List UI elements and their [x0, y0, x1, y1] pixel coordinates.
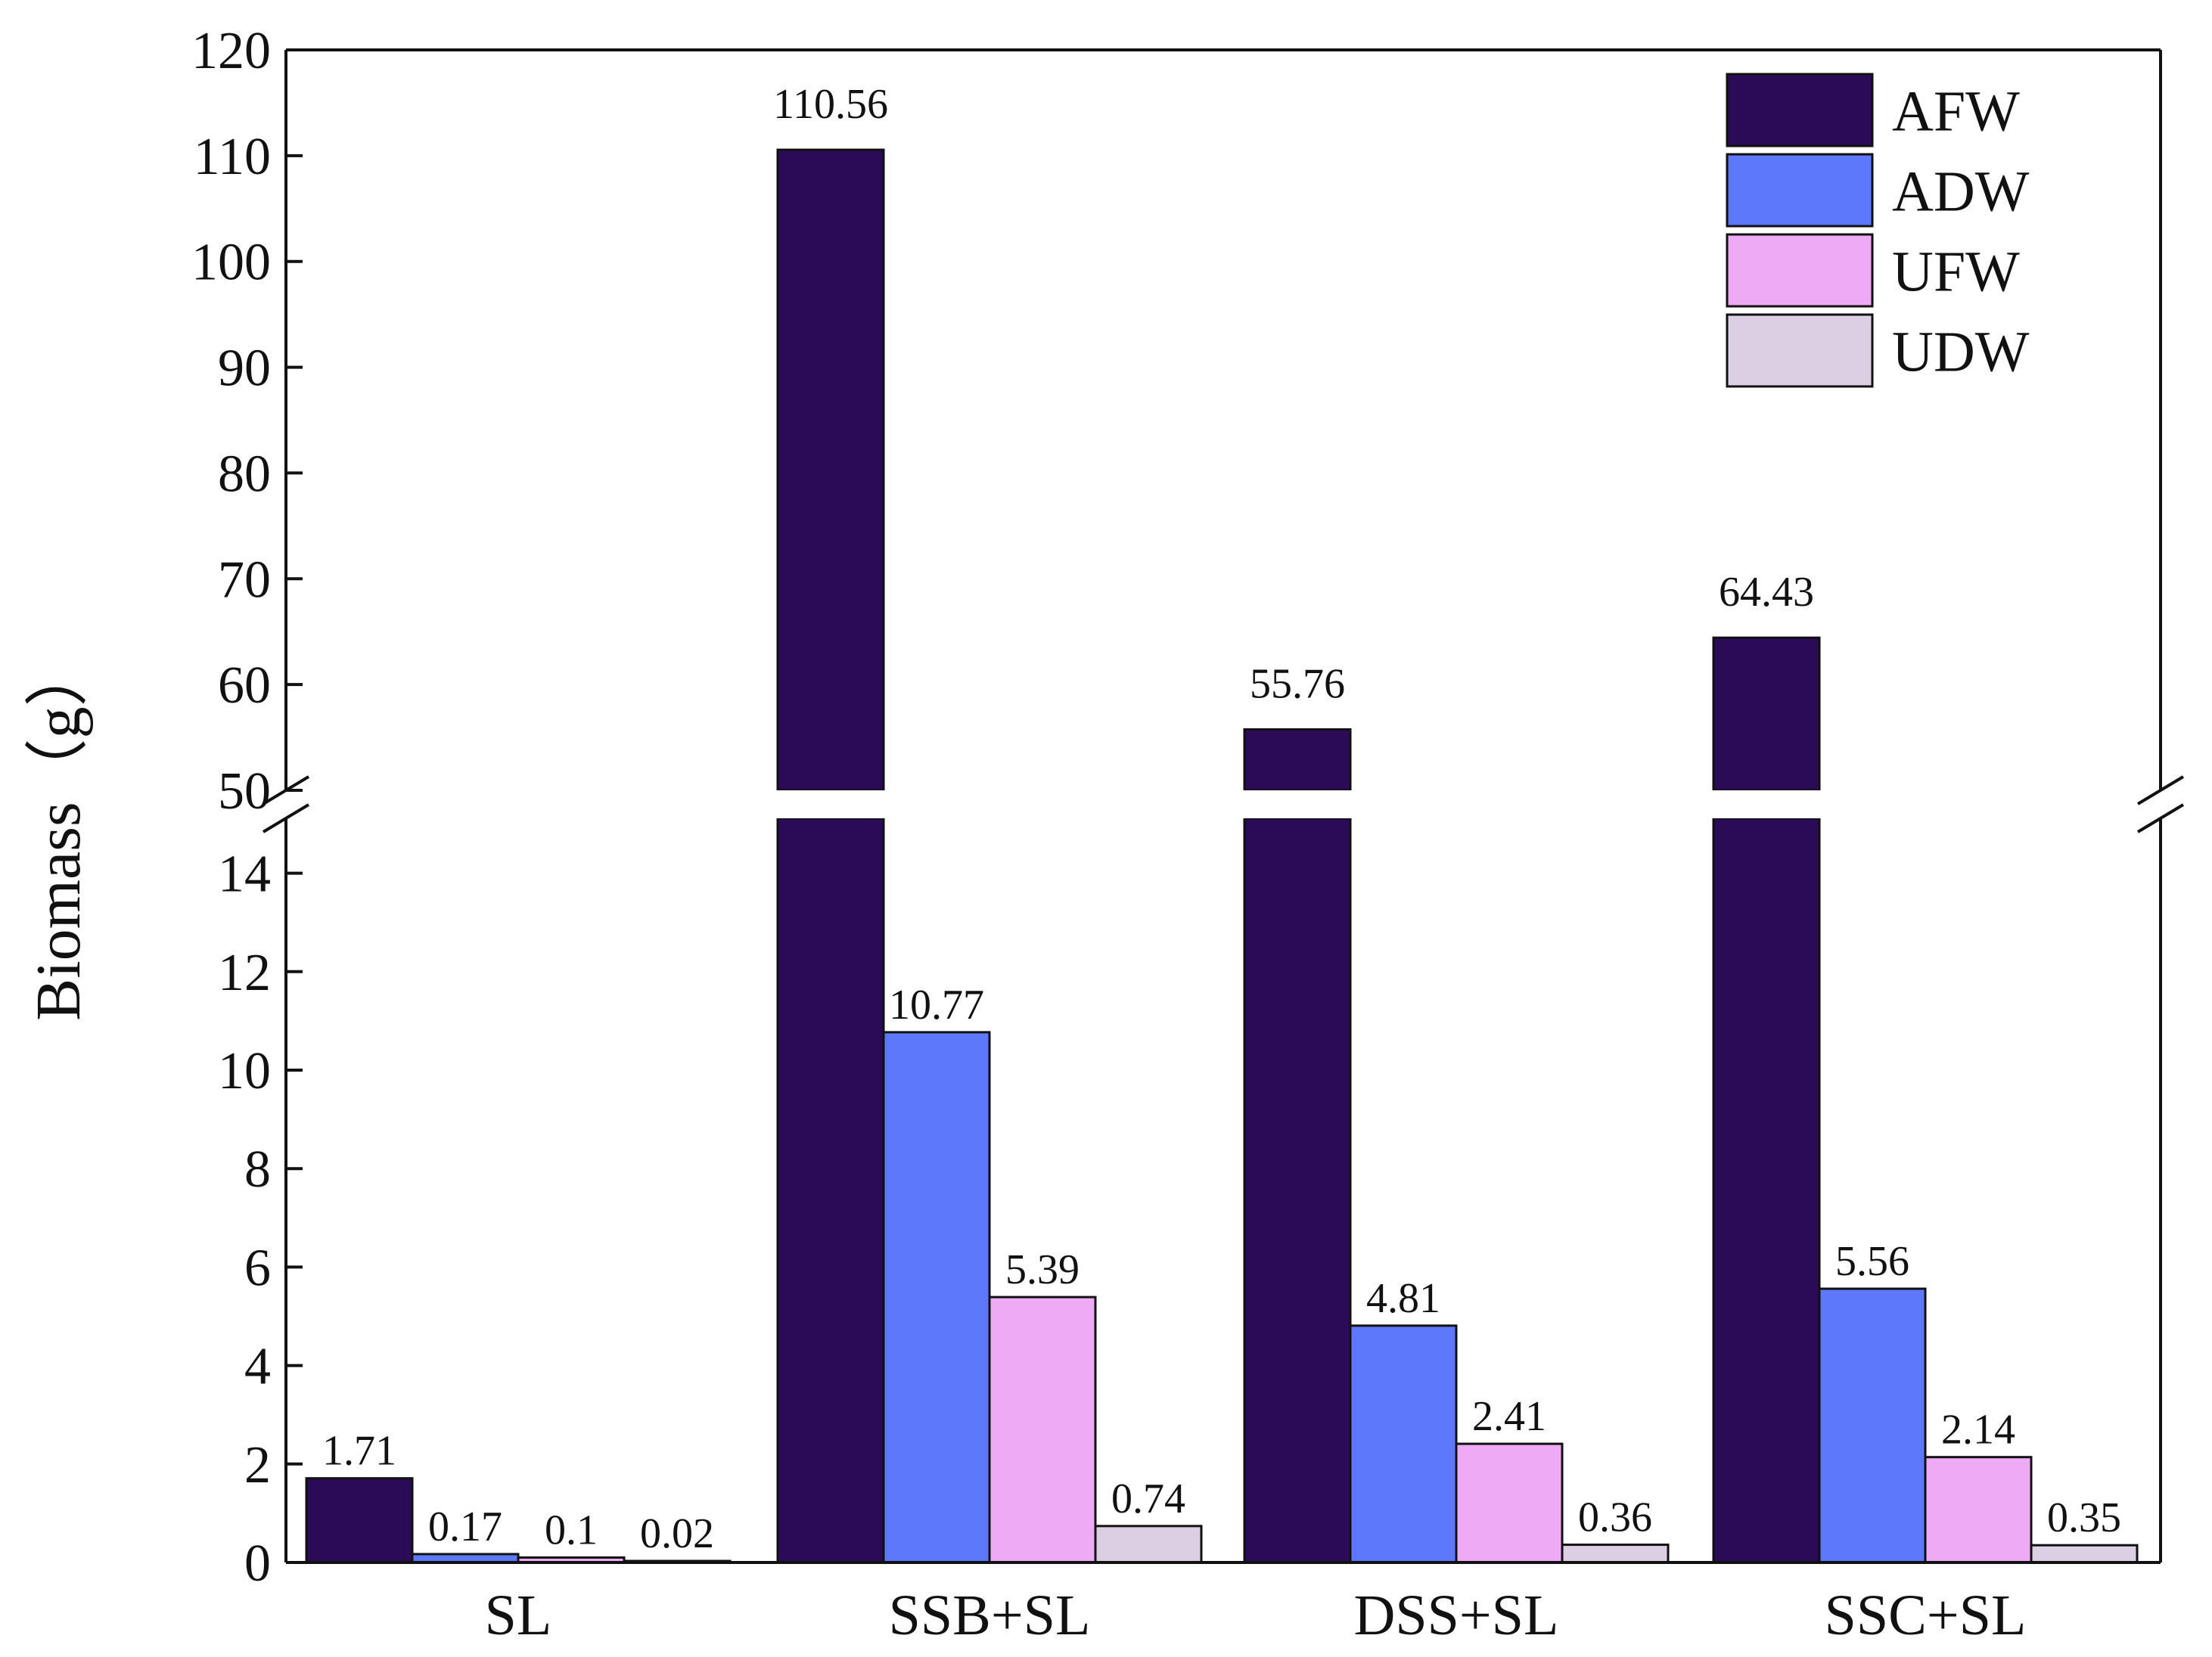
bar-udw-ssb-sl [1094, 1525, 1203, 1564]
y-tick-label-90: 90 [218, 340, 271, 398]
y-tick-label-8: 8 [244, 1140, 271, 1199]
axis-break-mark-right-1 [2136, 775, 2185, 805]
data-label-afw-sl: 1.71 [322, 1428, 396, 1475]
data-label-udw-dss-sl: 0.36 [1578, 1494, 1652, 1541]
bar-ufw-ssc-sl [1924, 1456, 2033, 1564]
bar-adw-ssb-sl [882, 1031, 991, 1564]
x-tick-label-ssb-sl: SSB+SL [889, 1584, 1091, 1647]
data-label-afw-ssb-sl: 110.56 [773, 81, 888, 128]
legend-label-adw: ADW [1892, 160, 2030, 224]
y-tick-label-6: 6 [244, 1239, 271, 1297]
x-tick-label-dss-sl: DSS+SL [1354, 1584, 1559, 1647]
y-tick-label-80: 80 [218, 445, 271, 503]
plot-area: 1.71 0.17 0.1 0.02 SL 110.56 10.77 5.39 0.74 SSB+… [23, 22, 2185, 1647]
y-tick-label-4: 4 [244, 1338, 271, 1396]
bar-afw-ssc-sl-upper [1712, 636, 1821, 792]
data-label-ufw-ssb-sl: 5.39 [1005, 1246, 1080, 1293]
y-tick-label-120: 120 [191, 22, 271, 80]
data-label-udw-ssc-sl: 0.35 [2047, 1494, 2121, 1541]
y-tick-label-70: 70 [218, 551, 271, 609]
bar-ufw-ssb-sl [988, 1296, 1097, 1564]
legend-swatch-adw [1726, 153, 1874, 228]
data-label-ufw-dss-sl: 2.41 [1472, 1393, 1546, 1440]
legend-label-udw: UDW [1892, 321, 2030, 384]
bar-adw-ssc-sl [1818, 1287, 1927, 1564]
bar-afw-dss-sl-upper [1243, 728, 1352, 792]
y-tick-label-12: 12 [218, 944, 271, 1002]
legend-swatch-ufw [1726, 233, 1874, 308]
y-tick-label-110: 110 [194, 128, 271, 186]
bar-afw-ssb-sl-lower [776, 817, 885, 1564]
bar-afw-dss-sl-lower [1243, 817, 1352, 1564]
y-tick-label-0: 0 [244, 1534, 271, 1593]
data-label-afw-dss-sl: 55.76 [1250, 660, 1345, 707]
y-axis-title: Biomass（g） [23, 643, 94, 1020]
data-label-udw-sl: 0.02 [640, 1510, 714, 1557]
data-label-adw-ssc-sl: 5.56 [1835, 1238, 1909, 1285]
y-tick-label-10: 10 [218, 1042, 271, 1100]
bar-afw-ssc-sl-lower [1712, 817, 1821, 1564]
bar-afw-ssb-sl-upper [776, 148, 885, 792]
x-tick-label-ssc-sl: SSC+SL [1825, 1584, 2027, 1647]
data-label-adw-ssb-sl: 10.77 [889, 982, 984, 1029]
axis-break-band [287, 790, 2159, 818]
bar-adw-dss-sl [1349, 1324, 1458, 1564]
y-tick-label-14: 14 [218, 846, 271, 904]
y-tick-label-60: 60 [218, 656, 271, 715]
y-tick-label-50: 50 [218, 762, 271, 821]
axis-break-mark-left-2 [262, 803, 310, 833]
data-label-ufw-sl: 0.1 [545, 1507, 598, 1553]
legend-swatch-udw [1726, 313, 1874, 388]
bar-afw-sl [305, 1477, 414, 1564]
bar-ufw-dss-sl [1455, 1442, 1564, 1564]
data-label-adw-sl: 0.17 [428, 1503, 502, 1550]
legend-swatch-afw [1726, 73, 1874, 147]
bar-udw-ssc-sl [2030, 1544, 2139, 1564]
legend-label-ufw: UFW [1892, 240, 2020, 304]
data-label-udw-ssb-sl: 0.74 [1111, 1475, 1185, 1522]
y-tick-label-100: 100 [191, 234, 271, 292]
bar-udw-dss-sl [1561, 1544, 1670, 1564]
axis-break-mark-right-2 [2136, 803, 2185, 833]
data-label-ufw-ssc-sl: 2.14 [1941, 1407, 2015, 1454]
x-tick-label-sl: SL [485, 1584, 552, 1647]
data-label-adw-dss-sl: 4.81 [1366, 1275, 1440, 1322]
legend-label-afw: AFW [1892, 80, 2020, 144]
data-label-afw-ssc-sl: 64.43 [1719, 569, 1814, 616]
y-tick-label-2: 2 [244, 1436, 271, 1494]
